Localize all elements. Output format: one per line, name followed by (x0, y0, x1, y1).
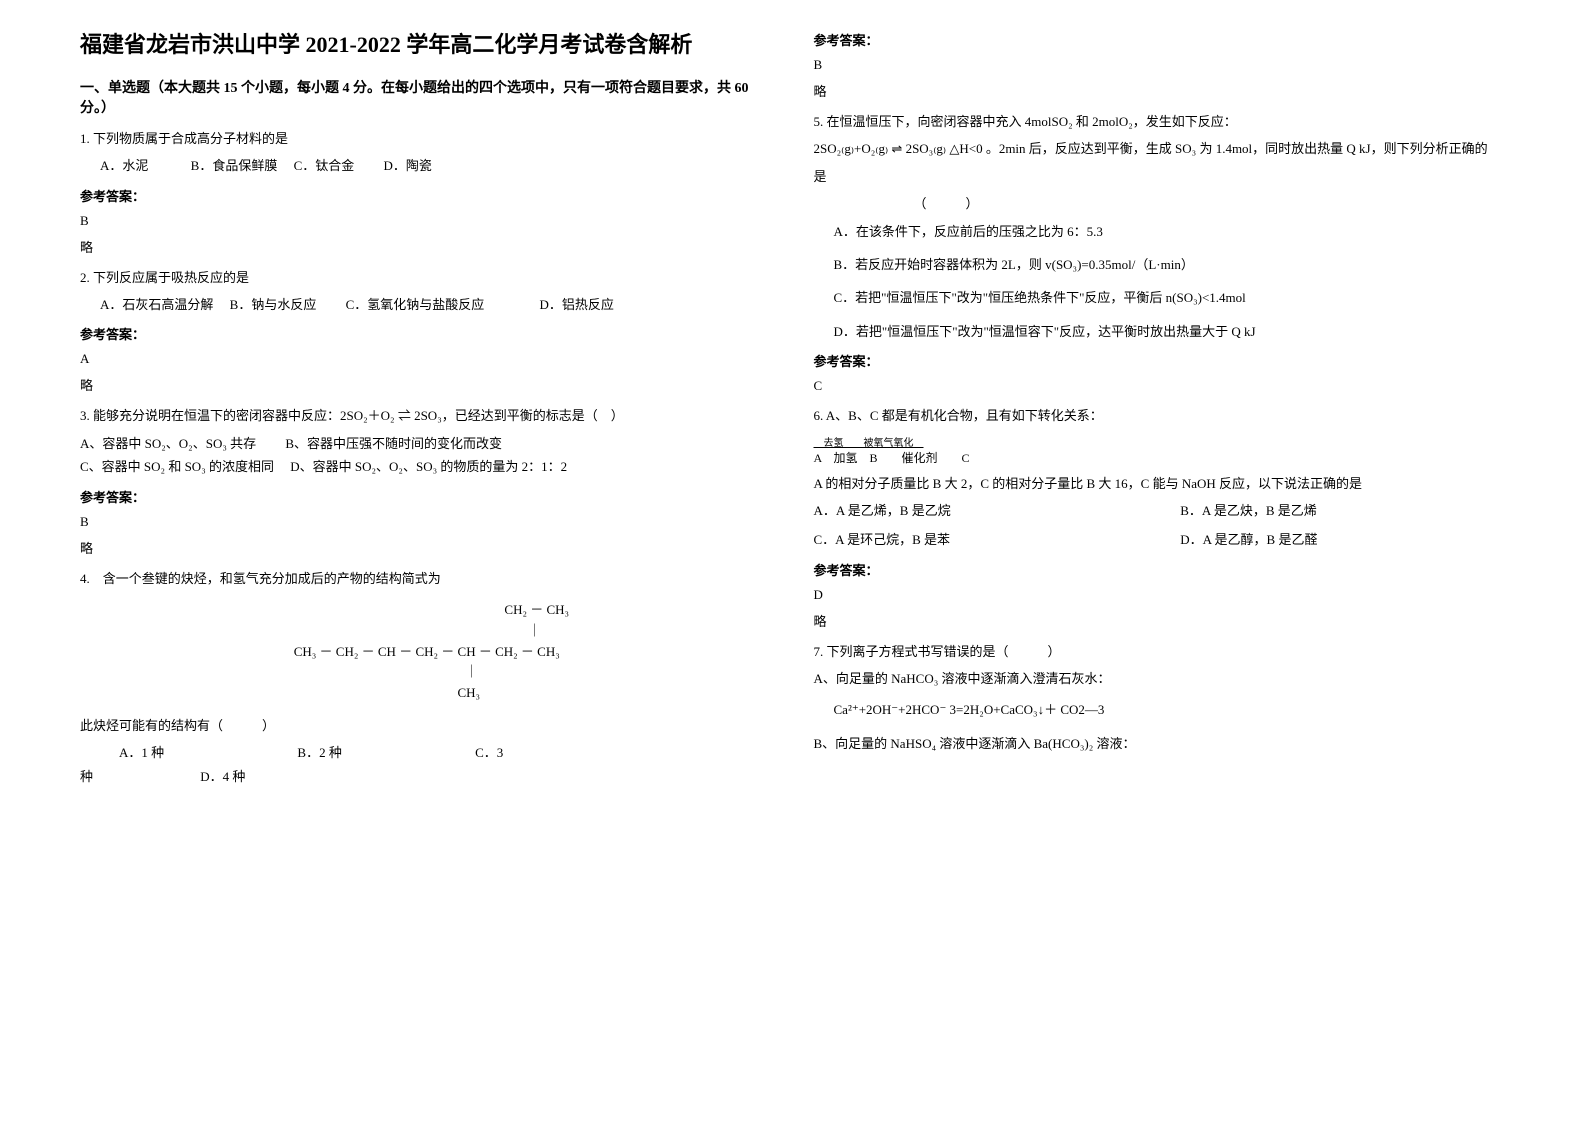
q1-opt-d: D．陶瓷 (384, 158, 432, 173)
q1-opt-a: A．水泥 (100, 158, 148, 173)
q6-note: 略 (814, 611, 1508, 630)
q5-answer: C (814, 378, 1508, 394)
q4-note: 略 (814, 81, 1508, 100)
q3-opt-c: C、容器中 SO₂ 和 SO₃ 的浓度相同 (80, 459, 274, 474)
q5-answer-label: 参考答案： (814, 351, 1508, 370)
q4-formula-line2: CH₃ － CH₂ － CH － CH₂ － CH － CH₂ － CH₃ (80, 642, 774, 663)
section-1-title: 一、单选题（本大题共 15 个小题，每小题 4 分。在每小题给出的四个选项中，只… (80, 77, 774, 117)
question-4: 4. 含一个叁键的炔烃，和氢气充分加成后的产物的结构简式为 (80, 567, 774, 590)
q2-opt-a: A．石灰石高温分解 (100, 297, 213, 312)
question-5-text4: （ ） (814, 192, 1508, 215)
question-5-text3: 是 (814, 165, 1508, 188)
q5-opt-a: A．在该条件下，反应前后的压强之比为 6：5.3 (834, 220, 1508, 243)
q4-formula-line1: CH₂ － CH₃ (80, 600, 774, 621)
q2-opt-b: B．钠与水反应 (230, 297, 317, 312)
q4-opt-c: C．3 (475, 745, 503, 760)
q1-opt-b: B．食品保鲜膜 (191, 158, 278, 173)
question-4-text2: 此炔烃可能有的结构有（ ） (80, 714, 774, 737)
q3-note: 略 (80, 538, 774, 557)
question-2: 2. 下列反应属于吸热反应的是 (80, 266, 774, 289)
question-1-options: A．水泥 B．食品保鲜膜 C．钛合金 D．陶瓷 (80, 154, 774, 177)
q4-formula-line3: CH₃ (80, 683, 774, 704)
q3-opt-b: B、容器中压强不随时间的变化而改变 (285, 436, 502, 451)
question-3-options: A、容器中 SO₂、O₂、SO₃ 共存 B、容器中压强不随时间的变化而改变 C、… (80, 432, 774, 479)
question-3: 3. 能够充分说明在恒温下的密闭容器中反应：2SO₂＋O₂ ⇌ 2SO₃，已经达… (80, 404, 774, 427)
question-7: 7. 下列离子方程式书写错误的是（ ） (814, 640, 1508, 663)
q6-reaction: 去氢 被氧气氧化 A 加氢 B 催化剂 C (814, 434, 1508, 466)
q4-answer: B (814, 57, 1508, 73)
question-6: 6. A、B、C 都是有机化合物，且有如下转化关系： (814, 404, 1508, 427)
q2-opt-d: D．铝热反应 (540, 297, 614, 312)
question-6-text2: A 的相对分子质量比 B 大 2，C 的相对分子量比 B 大 16，C 能与 N… (814, 472, 1508, 495)
q3-answer-label: 参考答案： (80, 487, 774, 506)
question-7-options: A、向足量的 NaHCO₃ 溶液中逐渐滴入澄清石灰水： Ca²⁺+2OH⁻+2H… (814, 667, 1508, 755)
question-1: 1. 下列物质属于合成高分子材料的是 (80, 127, 774, 150)
q4-formula: CH₂ － CH₃ ｜ CH₃ － CH₂ － CH － CH₂ － CH － … (80, 600, 774, 704)
q3-answer: B (80, 514, 774, 530)
q6-opt-a: A．A 是乙烯，B 是乙烷 (814, 499, 1141, 522)
q6-answer-label: 参考答案： (814, 560, 1508, 579)
q4-opt-a: A．1 种 (119, 745, 164, 760)
q4-opt-c2: 种 (80, 769, 93, 784)
q6-opt-c: C．A 是环己烷，B 是苯 (814, 528, 1141, 551)
q6-opt-b: B．A 是乙炔，B 是乙烯 (1180, 499, 1507, 522)
q5-opt-b: B．若反应开始时容器体积为 2L，则 v(SO₃)=0.35mol/（L·min… (834, 253, 1508, 276)
q2-opt-c: C．氢氧化钠与盐酸反应 (346, 297, 485, 312)
q1-answer-label: 参考答案： (80, 186, 774, 205)
q7-opt-a-text: A、向足量的 NaHCO₃ 溶液中逐渐滴入澄清石灰水： (814, 667, 1508, 690)
document-title: 福建省龙岩市洪山中学 2021-2022 学年高二化学月考试卷含解析 (80, 30, 774, 61)
q7-opt-a-eq: Ca²⁺+2OH⁻+2HCO⁻ 3=2H₂O+CaCO₃↓＋ CO2—3 (814, 698, 1508, 721)
question-6-options: A．A 是乙烯，B 是乙烷 B．A 是乙炔，B 是乙烯 C．A 是环己烷，B 是… (814, 499, 1508, 552)
q1-answer: B (80, 213, 774, 229)
q2-answer: A (80, 351, 774, 367)
question-2-options: A．石灰石高温分解 B．钠与水反应 C．氢氧化钠与盐酸反应 D．铝热反应 (80, 293, 774, 316)
q7-opt-b-text: B、向足量的 NaHSO₄ 溶液中逐渐滴入 Ba(HCO₃)₂ 溶液： (814, 732, 1508, 755)
q1-note: 略 (80, 237, 774, 256)
q3-opt-d: D、容器中 SO₂、O₂、SO₃ 的物质的量为 2：1：2 (290, 459, 567, 474)
q1-opt-c: C．钛合金 (294, 158, 355, 173)
q5-opt-c: C．若把"恒温恒压下"改为"恒压绝热条件下"反应，平衡后 n(SO₃)<1.4m… (834, 286, 1508, 309)
q4-opt-b: B．2 种 (297, 745, 341, 760)
q6-answer: D (814, 587, 1508, 603)
question-5-text2: 2SO₂₍g₎+O₂₍g₎ ⇌ 2SO₃₍g₎ △H<0 。2min 后，反应达… (814, 137, 1508, 160)
q6-opt-d: D．A 是乙醇，B 是乙醛 (1180, 528, 1507, 551)
question-4-options: A．1 种 B．2 种 C．3 种 D．4 种 (80, 741, 774, 788)
q4-answer-label: 参考答案： (814, 30, 1508, 49)
q2-note: 略 (80, 375, 774, 394)
q3-opt-a: A、容器中 SO₂、O₂、SO₃ 共存 (80, 436, 256, 451)
question-5-text1: 5. 在恒温恒压下，向密闭容器中充入 4molSO₂ 和 2molO₂，发生如下… (814, 110, 1508, 133)
q2-answer-label: 参考答案： (80, 324, 774, 343)
q4-opt-d: D．4 种 (200, 769, 245, 784)
question-5-options: A．在该条件下，反应前后的压强之比为 6：5.3 B．若反应开始时容器体积为 2… (814, 220, 1508, 344)
q5-opt-d: D．若把"恒温恒压下"改为"恒温恒容下"反应，达平衡时放出热量大于 Q kJ (834, 320, 1508, 343)
